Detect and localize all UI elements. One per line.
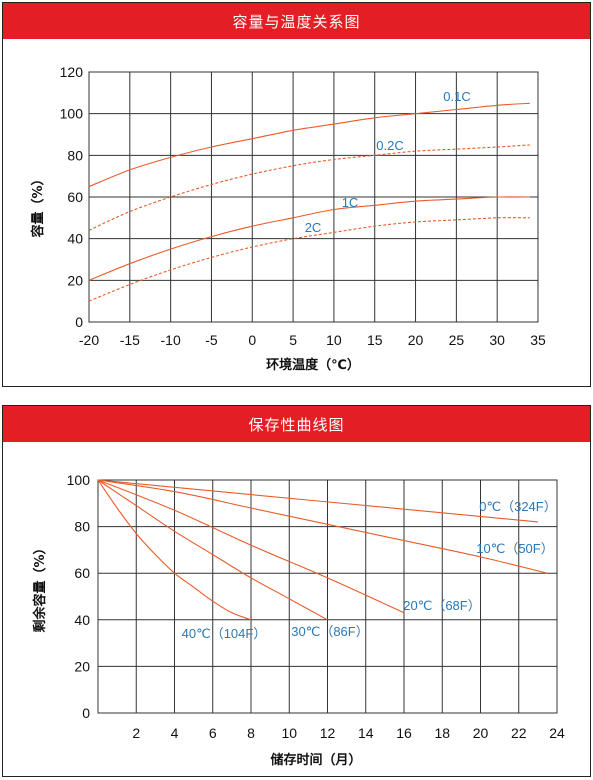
- y-tick-label: 0: [82, 705, 90, 721]
- series-label: 30℃（86F）: [291, 624, 368, 639]
- series-line-0-2C: [88, 144, 530, 231]
- series-line: [97, 479, 328, 621]
- y-tick-label: 40: [67, 231, 83, 247]
- storage-curve-panel: 保存性曲线图: [2, 405, 591, 777]
- x-tick-label: 30: [489, 332, 505, 348]
- series-label: 0℃（324F）: [479, 499, 556, 514]
- capacity-temperature-panel: 容量与温度关系图: [2, 2, 591, 387]
- x-tick-label: 8: [247, 725, 255, 741]
- x-tick-label: -20: [79, 332, 99, 348]
- series-line-1C: [88, 196, 530, 281]
- y-tick-label: 80: [74, 519, 90, 535]
- series-line-0-1C: [88, 102, 530, 188]
- x-tick-label: 35: [530, 332, 546, 348]
- x-tick-label: 16: [396, 725, 412, 741]
- series-line: [97, 479, 538, 523]
- y-tick-label: 0: [75, 314, 83, 330]
- y-axis-title: 剩余容量（%）: [32, 541, 48, 632]
- x-tick-label: 20: [473, 725, 489, 741]
- x-axis-title: 环境温度（℃）: [266, 357, 360, 373]
- chart-title: 保存性曲线图: [3, 406, 590, 442]
- series-label: 10℃（50F）: [476, 541, 553, 556]
- y-tick-label: 60: [67, 189, 83, 205]
- x-axis-title: 储存时间（月）: [269, 752, 361, 768]
- series-line-2C: [88, 217, 530, 302]
- x-tick-label: 0: [248, 332, 256, 348]
- capacity-temperature-chart: -20 -15 -10 -5 0 5 10 15 20 25 30 35 0 20 40 60 80 100 120…: [30, 64, 546, 373]
- x-tick-label: -15: [120, 332, 140, 348]
- x-tick-label: 4: [171, 725, 179, 741]
- series-line: [97, 479, 405, 614]
- x-tick-label: 20: [408, 332, 424, 348]
- x-tick-label: 2: [132, 725, 140, 741]
- series-label: 0.1C: [443, 89, 470, 104]
- y-tick-label: 120: [60, 64, 84, 80]
- y-tick-label: 20: [67, 272, 83, 288]
- series-label: 2C: [305, 220, 322, 235]
- y-tick-label: 60: [74, 565, 90, 581]
- x-tick-label: 5: [289, 332, 297, 348]
- y-axis-title: 容量（%）: [30, 172, 46, 238]
- series-line: [97, 479, 548, 574]
- y-tick-label: 20: [74, 658, 90, 674]
- y-tick-label: 100: [67, 472, 91, 488]
- y-tick-label: 40: [74, 612, 90, 628]
- x-tick-label: 14: [358, 725, 374, 741]
- series-label: 20℃（68F）: [403, 598, 480, 613]
- y-tick-label: 100: [60, 106, 84, 122]
- x-tick-label: 6: [209, 725, 217, 741]
- x-tick-label: 10: [281, 725, 297, 741]
- series-label: 0.2C: [376, 138, 403, 153]
- x-tick-label: 15: [367, 332, 383, 348]
- series-label: 1C: [342, 195, 359, 210]
- x-tick-label: -10: [161, 332, 181, 348]
- series-line: [97, 479, 252, 621]
- x-tick-label: 22: [511, 725, 527, 741]
- x-tick-label: -5: [205, 332, 218, 348]
- series-label: 40℃（104F）: [182, 626, 267, 641]
- x-tick-label: 18: [434, 725, 450, 741]
- x-tick-label: 12: [320, 725, 336, 741]
- x-tick-label: 10: [326, 332, 342, 348]
- y-tick-label: 80: [67, 147, 83, 163]
- chart-title: 容量与温度关系图: [3, 3, 590, 39]
- x-tick-label: 24: [549, 725, 565, 741]
- x-tick-label: 25: [449, 332, 465, 348]
